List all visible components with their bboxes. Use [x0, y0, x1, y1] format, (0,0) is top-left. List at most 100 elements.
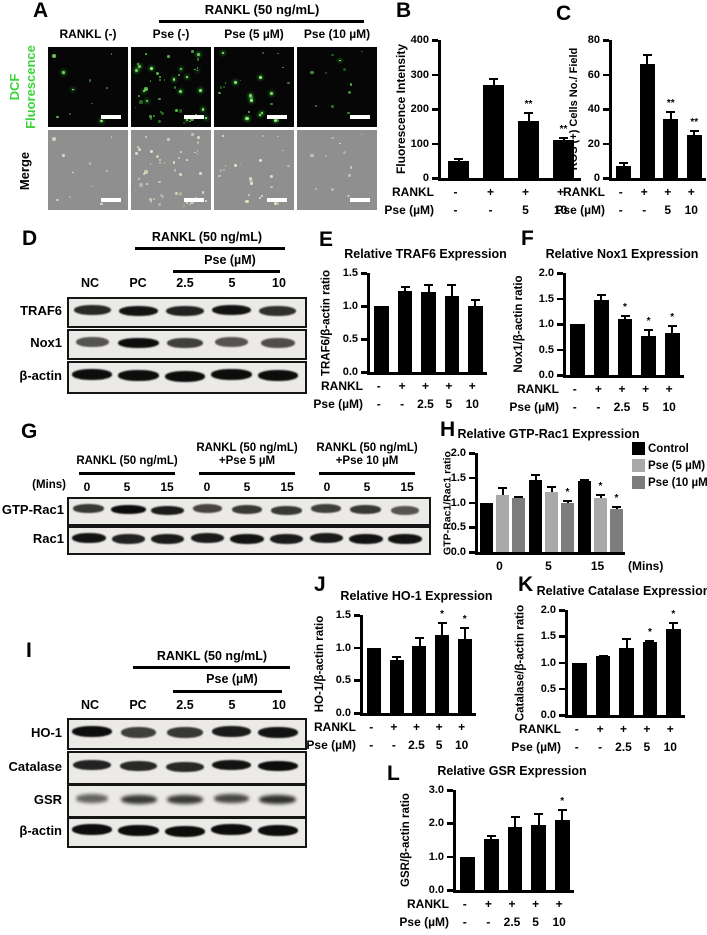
cell-dot [314, 104, 318, 108]
scale-bar [267, 115, 287, 119]
y-tick-mark [447, 855, 453, 859]
cell-dot [90, 185, 93, 188]
cell-dot [149, 79, 152, 82]
time-label: 0 [323, 480, 331, 494]
significance-marker: * [646, 316, 651, 328]
protein-band [257, 825, 298, 836]
cell-dot [324, 71, 327, 74]
blot-group-header: RANKL (50 ng/mL) +Pse 10 µM [302, 438, 432, 468]
bar [617, 318, 633, 375]
protein-band [271, 505, 302, 515]
x-row-value: + [642, 382, 650, 396]
error-bar-cap [489, 77, 498, 80]
x-row-value: - [376, 379, 381, 393]
cell-dot [150, 149, 154, 153]
error-bar-cap [557, 809, 567, 811]
y-tick-mark [432, 73, 438, 76]
blot-row-label: GTP-Rac1 [1, 502, 64, 517]
significance-marker: * [565, 486, 570, 498]
x-row-value: 2.5 [615, 740, 632, 754]
legend-item: Control [632, 442, 689, 455]
cell-dot [191, 133, 194, 136]
cell-dot [156, 72, 160, 76]
y-tick-label: 0.5 [342, 333, 358, 345]
panel-label-k: K [518, 573, 534, 596]
cell-dot [270, 185, 273, 189]
x-row-value: - [462, 915, 467, 929]
cell-dot [342, 67, 347, 72]
protein-band [350, 505, 381, 514]
protein-band [118, 370, 159, 381]
merge-image [48, 130, 128, 210]
protein-band [73, 304, 111, 315]
scale-bar [350, 198, 370, 202]
plot-area: ** ** [609, 40, 706, 181]
protein-band [214, 793, 249, 803]
chart-e-traf6-expression: Relative TRAF6 Expression TRAF6/β-actin r… [313, 233, 507, 425]
panel-d-blot-traf6 [67, 297, 307, 328]
panel-i-blot-catalase [67, 751, 307, 785]
bar [531, 825, 546, 890]
cell-dot [250, 99, 254, 103]
protein-band [211, 760, 252, 771]
y-tick-mark [432, 142, 438, 145]
cell-dot [219, 86, 223, 89]
protein-band [164, 825, 206, 837]
cell-dot [178, 89, 183, 94]
cell-dot [221, 52, 224, 54]
cell-dot [234, 164, 236, 167]
y-tick-mark [469, 526, 475, 529]
cell-dot [224, 81, 227, 84]
cell-dot [193, 151, 196, 154]
y-tick-label: 400 [410, 34, 429, 46]
chart-title: Relative TRAF6 Expression [344, 247, 507, 261]
error-bar-cap [470, 299, 480, 302]
cell-dot [346, 194, 350, 198]
y-tick-mark [354, 712, 360, 715]
error-bar-stem [600, 294, 603, 301]
cell-dot [276, 52, 279, 55]
blot-group-header-line2: +Pse 10 µM [335, 455, 399, 467]
cell-dot [199, 89, 202, 92]
bar [435, 634, 450, 713]
bar [447, 160, 470, 178]
x-row-value: 5 [532, 915, 539, 929]
cell-dot [172, 78, 176, 81]
cell-dot [287, 81, 290, 85]
bar [367, 647, 382, 713]
panel-g-blot-gtp-rac1 [67, 497, 431, 526]
dcf-fluorescence-image [214, 47, 294, 127]
bar [666, 628, 681, 715]
bar [482, 84, 505, 178]
bar [457, 639, 472, 713]
cell-dot [142, 173, 145, 176]
cell-dot [178, 109, 183, 113]
x-row-label: RANKL [392, 185, 434, 199]
significance-marker: * [623, 301, 627, 313]
cell-dot [163, 79, 166, 81]
panel-d-blot-nox1 [67, 329, 307, 360]
cell-dot [196, 150, 199, 152]
time-label: 15 [400, 480, 414, 494]
cell-dot [347, 174, 351, 177]
merge-image [131, 130, 211, 210]
x-row-value: + [665, 382, 673, 396]
panel-d-rankl-header: RANKL (50 ng/mL) [151, 230, 263, 244]
cell-dot [149, 200, 153, 203]
cell-dot [248, 194, 250, 196]
y-tick-label: 0.0 [335, 707, 351, 719]
x-row-value: 5 [642, 400, 649, 414]
cell-dot [260, 111, 263, 114]
bar [572, 662, 587, 715]
y-tick-label: 0 [422, 172, 429, 184]
blot-group-header-line1: RANKL (50 ng/mL) [196, 442, 298, 454]
x-category-label: 15 [590, 559, 605, 573]
y-tick-label: 80 [587, 34, 600, 46]
cell-dot [159, 158, 162, 161]
time-label: 5 [123, 480, 131, 494]
cell-dot [189, 120, 191, 123]
scale-bar [184, 198, 204, 202]
panel-label-f: F [521, 227, 534, 250]
x-row-value: + [532, 897, 540, 911]
